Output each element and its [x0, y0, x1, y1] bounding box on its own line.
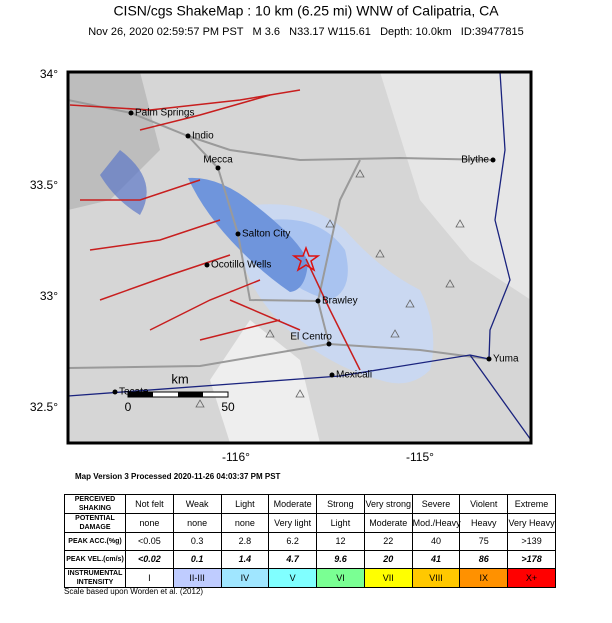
lon-label: -116° — [222, 450, 250, 464]
table-cell: Heavy — [459, 513, 509, 533]
table-cell: 20 — [363, 550, 413, 569]
city-label: Indio — [192, 131, 214, 142]
table-cell: Very Heavy — [507, 513, 556, 533]
city-dot — [326, 341, 332, 347]
table-cell: 4.7 — [268, 550, 318, 569]
table-cell: >139 — [507, 532, 556, 551]
table-cell: 22 — [363, 532, 413, 551]
epicenter — [291, 245, 321, 272]
table-cell: VII — [363, 568, 413, 588]
table-cell: >178 — [507, 550, 556, 569]
table-cell: 1.4 — [220, 550, 270, 569]
city-dot — [128, 110, 134, 116]
scale-start: 0 — [125, 400, 132, 414]
table-cell: Light — [220, 494, 270, 514]
table-cell: <0.02 — [125, 550, 174, 569]
row-label: INSTRUMENTAL INTENSITY — [64, 568, 126, 588]
city-dot — [204, 262, 210, 268]
table-cell: 2.8 — [220, 532, 270, 551]
city-dot — [315, 298, 321, 304]
row-label: POTENTIAL DAMAGE — [64, 513, 126, 533]
table-row: PEAK ACC.(%g) <0.05 0.3 2.8 6.2 12 22 40 75 >139 — [64, 532, 556, 551]
table-cell: 75 — [459, 532, 509, 551]
city-label: Salton City — [242, 229, 290, 240]
table-cell: 86 — [459, 550, 509, 569]
scale-bar: km 0 50 — [125, 371, 235, 414]
map-version: Map Version 3 Processed 2020-11-26 04:03… — [75, 472, 281, 481]
table-cell: Very strong — [363, 494, 413, 514]
table-cell: Very light — [268, 513, 318, 533]
city-label: Brawley — [322, 296, 358, 307]
row-label: PERCEIVED SHAKING — [64, 494, 126, 514]
table-cell: Strong — [316, 494, 365, 514]
table-cell: Not felt — [125, 494, 174, 514]
city-label: Palm Springs — [135, 108, 194, 119]
table-cell: Moderate — [268, 494, 318, 514]
table-row: POTENTIAL DAMAGE none none none Very light Li… — [64, 513, 556, 533]
footer: Scale based upon Worden et al. (2012) — [64, 587, 204, 596]
table-row: PEAK VEL.(cm/s) <0.02 0.1 1.4 4.7 9.6 20 41 86 >1… — [64, 550, 556, 569]
city-label: Mecca — [203, 155, 233, 166]
table-cell: none — [125, 513, 174, 533]
table-cell: X+ — [507, 568, 556, 588]
table-cell: I — [125, 568, 174, 588]
intensity-table: PERCEIVED SHAKING Not felt Weak Light Modera… — [64, 494, 556, 588]
subtitle: Nov 26, 2020 02:59:57 PM PST M 3.6 N33.1… — [88, 26, 524, 38]
map-area — [66, 70, 533, 445]
table-cell: Moderate — [363, 513, 413, 533]
table-cell: 41 — [411, 550, 461, 569]
city-dot — [235, 231, 241, 237]
lon-label: -115° — [406, 450, 434, 464]
table-cell: Weak — [172, 494, 222, 514]
table-cell: Extreme — [507, 494, 556, 514]
table-cell: 0.3 — [172, 532, 222, 551]
city-dot — [486, 356, 492, 362]
table-cell: VIII — [411, 568, 461, 588]
table-cell: 9.6 — [316, 550, 365, 569]
table-cell: V — [268, 568, 318, 588]
city-dot — [185, 133, 191, 139]
city-label: Mexicali — [336, 370, 372, 381]
city-label: Blythe — [461, 155, 489, 166]
table-cell: IX — [459, 568, 509, 588]
table-cell: Mod./Heavy — [411, 513, 461, 533]
table-cell: Severe — [411, 494, 461, 514]
row-label: PEAK VEL.(cm/s) — [64, 550, 126, 569]
scale-end: 50 — [221, 400, 235, 414]
table-cell: II-III — [172, 568, 222, 588]
table-cell: 6.2 — [268, 532, 318, 551]
map-figure: CISN/cgs ShakeMap : 10 km (6.25 mi) WNW … — [30, 3, 533, 481]
city-label: Yuma — [493, 354, 519, 365]
lat-label: 32.5° — [30, 400, 58, 414]
table-row: PERCEIVED SHAKING Not felt Weak Light Modera… — [64, 494, 556, 514]
table-cell: <0.05 — [125, 532, 174, 551]
lat-label: 33.5° — [30, 178, 58, 192]
city-label: El Centro — [290, 332, 332, 343]
table-cell: none — [172, 513, 222, 533]
row-label: PEAK ACC.(%g) — [64, 532, 126, 551]
scale-unit: km — [171, 371, 188, 386]
table-cell: 0.1 — [172, 550, 222, 569]
table-cell: VI — [316, 568, 365, 588]
city-label: Ocotillo Wells — [211, 260, 271, 271]
table-cell: Light — [316, 513, 365, 533]
city-dot — [112, 389, 118, 395]
city-dot — [329, 372, 335, 378]
table-cell: none — [220, 513, 270, 533]
table-cell: IV — [220, 568, 270, 588]
title: CISN/cgs ShakeMap : 10 km (6.25 mi) WNW … — [113, 3, 499, 19]
table-cell: Violent — [459, 494, 509, 514]
table-cell: 12 — [316, 532, 365, 551]
table-cell: 40 — [411, 532, 461, 551]
city-dot — [490, 157, 496, 163]
city-dot — [215, 165, 221, 171]
lat-label: 34° — [40, 67, 58, 81]
lat-label: 33° — [40, 289, 58, 303]
table-row: INSTRUMENTAL INTENSITY I II-III IV V VI VII VII… — [64, 568, 556, 588]
